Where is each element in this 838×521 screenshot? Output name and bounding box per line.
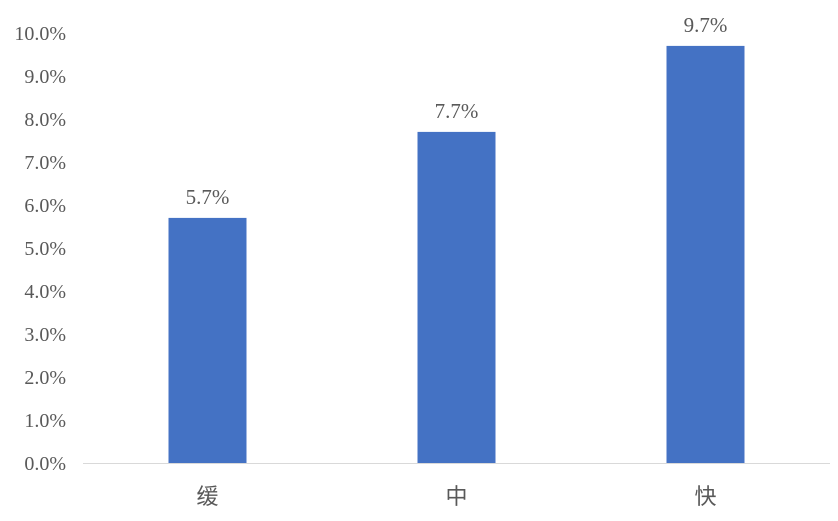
y-tick-label: 7.0% xyxy=(24,152,66,174)
y-tick-label: 2.0% xyxy=(24,367,66,389)
y-tick-label: 4.0% xyxy=(24,281,66,303)
y-axis-ticks: 0.0% 1.0% 2.0% 3.0% 4.0% 5.0% 6.0% 7.0% 8.0% 9.0%… xyxy=(14,23,66,475)
y-tick-label: 6.0% xyxy=(24,195,66,217)
category-label: 中 xyxy=(445,485,467,510)
bar xyxy=(168,217,247,463)
y-tick-label: 10.0% xyxy=(14,23,66,45)
x-axis-categories: 缓中快 xyxy=(196,485,716,510)
y-tick-label: 8.0% xyxy=(24,109,66,131)
category-label: 快 xyxy=(694,485,716,510)
data-labels: 5.7% 7.7% 9.7% xyxy=(186,13,728,209)
y-tick-label: 0.0% xyxy=(24,453,66,475)
y-tick-label: 9.0% xyxy=(24,66,66,88)
bar xyxy=(666,45,745,464)
bar xyxy=(417,131,496,463)
bars xyxy=(168,45,745,464)
y-tick-label: 1.0% xyxy=(24,410,66,432)
category-label: 缓 xyxy=(196,485,218,510)
data-label: 9.7% xyxy=(684,13,728,37)
data-label: 7.7% xyxy=(435,99,479,123)
y-tick-label: 3.0% xyxy=(24,324,66,346)
y-tick-label: 5.0% xyxy=(24,238,66,260)
data-label: 5.7% xyxy=(186,185,230,209)
